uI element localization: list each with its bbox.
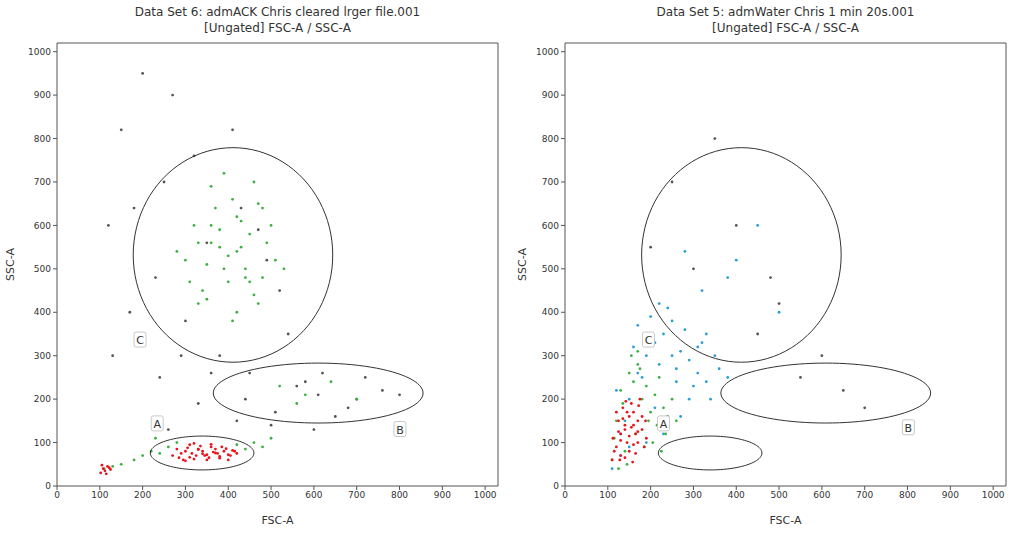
svg-text:100: 100: [91, 490, 108, 500]
svg-text:0: 0: [562, 490, 568, 500]
svg-text:800: 800: [899, 490, 916, 500]
svg-text:100: 100: [34, 438, 51, 448]
svg-text:200: 200: [642, 490, 659, 500]
svg-text:B: B: [396, 424, 404, 437]
svg-text:200: 200: [34, 394, 51, 404]
svg-text:500: 500: [34, 264, 51, 274]
svg-text:FSC-A: FSC-A: [261, 514, 294, 527]
svg-text:300: 300: [34, 351, 51, 361]
svg-text:600: 600: [34, 221, 51, 231]
svg-text:600: 600: [305, 490, 322, 500]
svg-text:400: 400: [728, 490, 745, 500]
svg-text:1000: 1000: [982, 490, 1005, 500]
svg-text:600: 600: [813, 490, 830, 500]
svg-text:1000: 1000: [536, 47, 559, 57]
svg-text:900: 900: [942, 490, 959, 500]
svg-text:900: 900: [434, 490, 451, 500]
svg-text:FSC-A: FSC-A: [769, 514, 802, 527]
svg-text:400: 400: [542, 307, 559, 317]
svg-text:1000: 1000: [474, 490, 497, 500]
svg-text:800: 800: [542, 134, 559, 144]
svg-text:800: 800: [391, 490, 408, 500]
svg-text:B: B: [905, 422, 913, 435]
svg-text:500: 500: [770, 490, 787, 500]
svg-text:1000: 1000: [28, 47, 51, 57]
svg-text:0: 0: [54, 490, 60, 500]
html-text:[Ungated] FSC-A / SSC-A: [Ungated] FSC-A / SSC-A: [712, 21, 859, 35]
svg-text:700: 700: [542, 177, 559, 187]
svg-text:400: 400: [220, 490, 237, 500]
svg-text:200: 200: [542, 394, 559, 404]
svg-text:A: A: [153, 418, 161, 431]
svg-text:C: C: [645, 334, 653, 347]
svg-text:SSC-A: SSC-A: [516, 248, 529, 281]
html-text:Data Set 5: admWater Chris 1 m: Data Set 5: admWater Chris 1 min 20s.001: [656, 5, 915, 19]
svg-text:700: 700: [34, 177, 51, 187]
svg-text:300: 300: [685, 490, 702, 500]
svg-text:100: 100: [542, 438, 559, 448]
svg-text:C: C: [136, 334, 144, 347]
svg-text:500: 500: [542, 264, 559, 274]
svg-text:400: 400: [34, 307, 51, 317]
html-text:[Ungated] FSC-A / SSC-A: [Ungated] FSC-A / SSC-A: [204, 21, 351, 35]
svg-text:800: 800: [34, 134, 51, 144]
html-text:Data Set 6: admACK Chris clear: Data Set 6: admACK Chris cleared lrger f…: [134, 5, 421, 19]
svg-text:500: 500: [262, 490, 279, 500]
svg-text:600: 600: [542, 221, 559, 231]
svg-text:200: 200: [134, 490, 151, 500]
svg-text:SSC-A: SSC-A: [8, 248, 17, 281]
svg-text:100: 100: [599, 490, 616, 500]
svg-text:300: 300: [177, 490, 194, 500]
svg-text:300: 300: [542, 351, 559, 361]
svg-text:0: 0: [553, 481, 559, 491]
svg-text:A: A: [660, 418, 668, 431]
svg-text:900: 900: [34, 90, 51, 100]
svg-text:0: 0: [45, 481, 51, 491]
svg-text:900: 900: [542, 90, 559, 100]
svg-text:700: 700: [856, 490, 873, 500]
svg-text:700: 700: [348, 490, 365, 500]
